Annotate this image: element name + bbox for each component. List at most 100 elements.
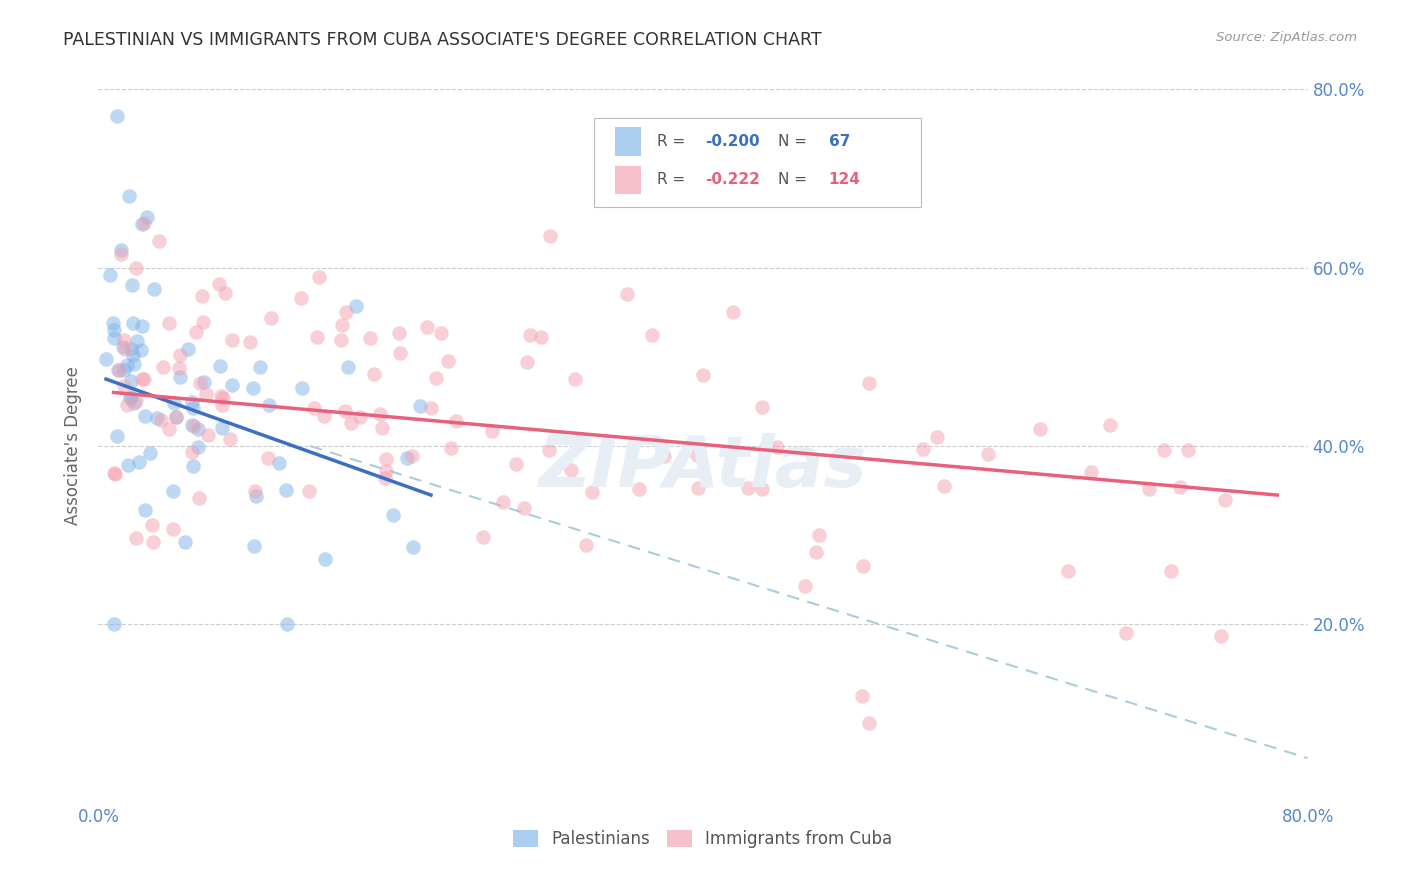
Point <box>808 528 831 542</box>
Point <box>1028 422 1050 436</box>
Point <box>766 440 789 454</box>
Point <box>444 414 467 428</box>
Y-axis label: Associate's Degree: Associate's Degree <box>65 367 83 525</box>
Point <box>209 359 232 373</box>
Text: N =: N = <box>778 172 811 187</box>
Text: 124: 124 <box>828 172 860 187</box>
Point <box>1177 442 1199 457</box>
Bar <box>614 166 641 194</box>
Point <box>187 440 209 454</box>
Text: -0.222: -0.222 <box>706 172 761 187</box>
Point <box>188 376 211 391</box>
Point <box>616 287 638 301</box>
Point <box>115 398 138 412</box>
Point <box>132 216 155 230</box>
Point <box>165 409 187 424</box>
Point <box>117 458 139 472</box>
Point <box>340 416 363 430</box>
Point <box>104 467 127 481</box>
Point <box>290 292 312 306</box>
Point <box>181 459 204 474</box>
Point <box>723 305 745 319</box>
Point <box>388 326 411 340</box>
Point <box>641 327 664 342</box>
Point <box>349 409 371 424</box>
Point <box>191 289 214 303</box>
Point <box>120 391 142 405</box>
Point <box>243 483 266 498</box>
Point <box>308 270 330 285</box>
Point <box>1056 564 1078 578</box>
Point <box>912 442 935 456</box>
Point <box>374 452 396 467</box>
FancyBboxPatch shape <box>595 118 921 207</box>
Point <box>107 363 129 377</box>
Point <box>416 319 439 334</box>
Point <box>180 445 202 459</box>
Point <box>581 484 603 499</box>
Point <box>122 396 145 410</box>
Point <box>686 448 709 462</box>
Point <box>120 391 142 405</box>
Point <box>183 418 205 433</box>
Point <box>112 334 135 348</box>
Point <box>157 316 180 330</box>
Point <box>245 489 267 503</box>
Point <box>337 360 360 375</box>
Point <box>401 540 423 554</box>
Point <box>112 379 135 393</box>
Point <box>335 304 357 318</box>
Point <box>152 360 174 375</box>
Point <box>332 318 354 333</box>
Point <box>105 429 128 443</box>
Point <box>125 531 148 545</box>
Point <box>110 243 132 257</box>
Point <box>756 438 779 452</box>
Point <box>515 354 537 368</box>
Point <box>197 428 219 442</box>
Point <box>211 421 233 435</box>
Point <box>141 518 163 533</box>
Point <box>692 368 714 383</box>
Point <box>1099 417 1122 432</box>
Text: N =: N = <box>778 134 811 149</box>
Text: 67: 67 <box>828 134 851 149</box>
Point <box>134 502 156 516</box>
Point <box>257 450 280 465</box>
Point <box>169 348 191 362</box>
Point <box>125 260 148 275</box>
Point <box>129 343 152 358</box>
Point <box>858 715 880 730</box>
Point <box>471 530 494 544</box>
Point <box>291 381 314 395</box>
Point <box>1209 629 1232 643</box>
Point <box>114 343 136 357</box>
Point <box>239 334 262 349</box>
Point <box>105 109 128 123</box>
Point <box>211 398 233 412</box>
Point <box>538 229 561 244</box>
Text: R =: R = <box>657 172 690 187</box>
Point <box>219 432 242 446</box>
Point <box>395 450 418 465</box>
Point <box>575 538 598 552</box>
Point <box>1080 465 1102 479</box>
Point <box>977 447 1000 461</box>
Point <box>858 376 880 391</box>
Point <box>437 354 460 368</box>
Point <box>138 446 160 460</box>
Point <box>103 467 125 481</box>
Point <box>932 479 955 493</box>
Point <box>425 371 447 385</box>
Point <box>1168 480 1191 494</box>
Point <box>134 409 156 424</box>
Text: R =: R = <box>657 134 690 149</box>
Point <box>193 376 215 390</box>
Point <box>121 278 143 293</box>
Point <box>221 378 243 392</box>
Point <box>537 442 560 457</box>
Point <box>117 358 139 372</box>
Point <box>375 464 398 478</box>
Point <box>122 316 145 330</box>
Point <box>125 394 148 409</box>
